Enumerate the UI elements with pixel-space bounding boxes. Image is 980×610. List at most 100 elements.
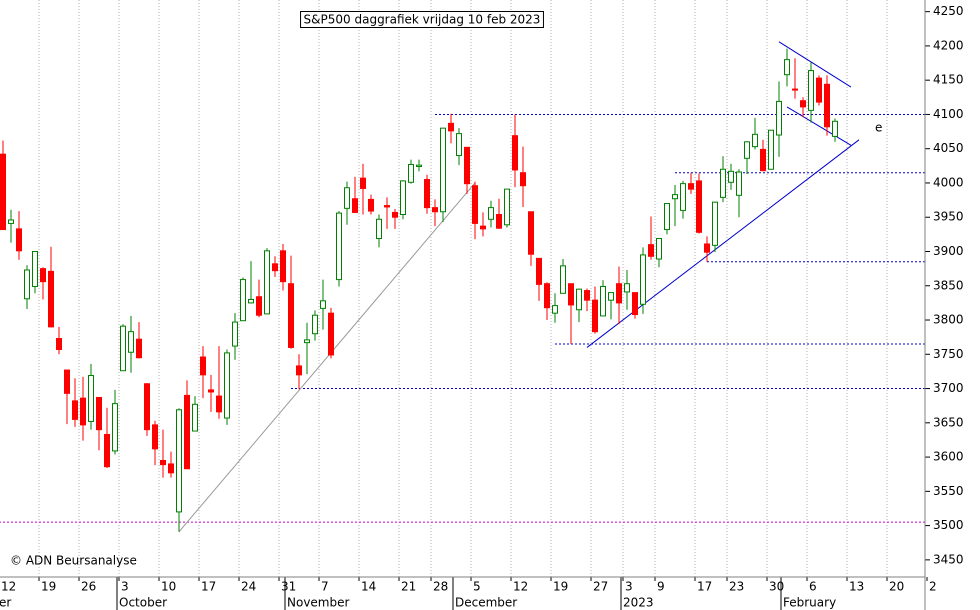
trendline xyxy=(178,182,476,533)
candle-body xyxy=(80,397,86,426)
candle-body xyxy=(240,279,246,322)
candle-body xyxy=(312,314,318,335)
candle-body xyxy=(8,219,14,224)
candle-body xyxy=(184,394,190,470)
candle-body xyxy=(448,122,454,132)
y-tick-label: 4200 xyxy=(933,38,964,52)
candle-body xyxy=(360,177,366,189)
x-tick-label: 5 xyxy=(473,580,481,594)
x-tick-label: 13 xyxy=(849,580,864,594)
candle-body xyxy=(512,135,518,171)
candle-body xyxy=(624,283,630,293)
candle-body xyxy=(72,400,78,420)
candle-body xyxy=(528,211,534,255)
month-label: er xyxy=(0,596,11,610)
candle-body xyxy=(792,88,798,91)
x-tick-label: 17 xyxy=(201,580,216,594)
candle-body xyxy=(144,383,150,431)
y-tick-label: 3950 xyxy=(933,210,964,224)
candle-body xyxy=(712,201,718,246)
candle-body xyxy=(48,270,54,328)
candle-body xyxy=(656,237,662,260)
candle-body xyxy=(608,292,614,301)
x-tick-label: 17 xyxy=(697,580,712,594)
candle-body xyxy=(576,288,582,311)
candle-body xyxy=(88,375,94,422)
candle-body xyxy=(232,321,238,347)
candle-body xyxy=(784,59,790,76)
candle-body xyxy=(352,198,358,213)
candle-body xyxy=(56,338,62,350)
candle-body xyxy=(280,250,286,283)
x-tick-label: 23 xyxy=(729,580,744,594)
candle-body xyxy=(272,263,278,272)
candle-body xyxy=(480,225,486,230)
candle-body xyxy=(408,163,414,183)
candle-body xyxy=(768,129,774,170)
candle-body xyxy=(536,257,542,285)
title-box xyxy=(300,11,544,28)
month-label: 2023 xyxy=(623,596,654,610)
y-tick-label: 4100 xyxy=(933,107,964,121)
candle-body xyxy=(256,296,262,316)
credit: © ADN Beursanalyse xyxy=(10,554,137,568)
candle-body xyxy=(120,325,126,372)
y-tick-label: 3900 xyxy=(933,244,964,258)
month-label: February xyxy=(783,596,836,610)
candle-body xyxy=(384,205,390,208)
candle-body xyxy=(568,283,574,306)
x-tick-label: 28 xyxy=(433,580,448,594)
candle-body xyxy=(152,424,158,450)
candle-body xyxy=(816,77,822,103)
trendline xyxy=(778,41,852,88)
y-tick-label: 4250 xyxy=(933,4,964,18)
candle-body xyxy=(24,269,30,300)
candle-body xyxy=(504,188,510,226)
candle-body xyxy=(304,339,310,344)
candle-body xyxy=(392,211,398,218)
candle-body xyxy=(744,141,750,159)
candle-body xyxy=(368,198,374,212)
y-tick-label: 3600 xyxy=(933,450,964,464)
candle-body xyxy=(168,463,174,474)
candle-body xyxy=(488,207,494,220)
candle-body xyxy=(208,389,214,393)
candle-body xyxy=(584,290,590,301)
candle-body xyxy=(224,352,230,419)
x-tick-label: 9 xyxy=(657,580,665,594)
x-tick-label: 10 xyxy=(161,580,176,594)
candle-body xyxy=(128,331,134,353)
candle-body xyxy=(136,338,142,359)
x-tick-label: 20 xyxy=(889,580,904,594)
candle-body xyxy=(704,243,710,253)
candle-body xyxy=(688,183,694,190)
candle-body xyxy=(736,171,742,196)
y-tick-label: 3450 xyxy=(933,552,964,566)
x-tick-label: 19 xyxy=(41,580,56,594)
candle-body xyxy=(472,185,478,224)
month-label: November xyxy=(287,596,349,610)
candle-body xyxy=(344,187,350,209)
candle-body xyxy=(96,396,102,431)
candle-body xyxy=(400,180,406,215)
y-tick-label: 3850 xyxy=(933,278,964,292)
candle-body xyxy=(320,300,326,309)
y-tick-label: 4050 xyxy=(933,141,964,155)
chart-title: S&P500 daggrafiek vrijdag 10 feb 2023 xyxy=(304,13,541,27)
candle-body xyxy=(328,312,334,356)
y-tick-label: 3700 xyxy=(933,381,964,395)
candle-body xyxy=(808,70,814,111)
x-tick-label: 27 xyxy=(929,580,944,594)
candle-body xyxy=(672,194,678,200)
candle-body xyxy=(648,244,654,257)
candle-body xyxy=(824,83,830,128)
month-label: October xyxy=(119,596,167,610)
x-tick-label: 30 xyxy=(769,580,784,594)
candle-body xyxy=(336,212,342,281)
y-tick-label: 3650 xyxy=(933,415,964,429)
y-tick-label: 3550 xyxy=(933,484,964,498)
candle-body xyxy=(728,170,734,183)
candle-body xyxy=(176,409,182,513)
